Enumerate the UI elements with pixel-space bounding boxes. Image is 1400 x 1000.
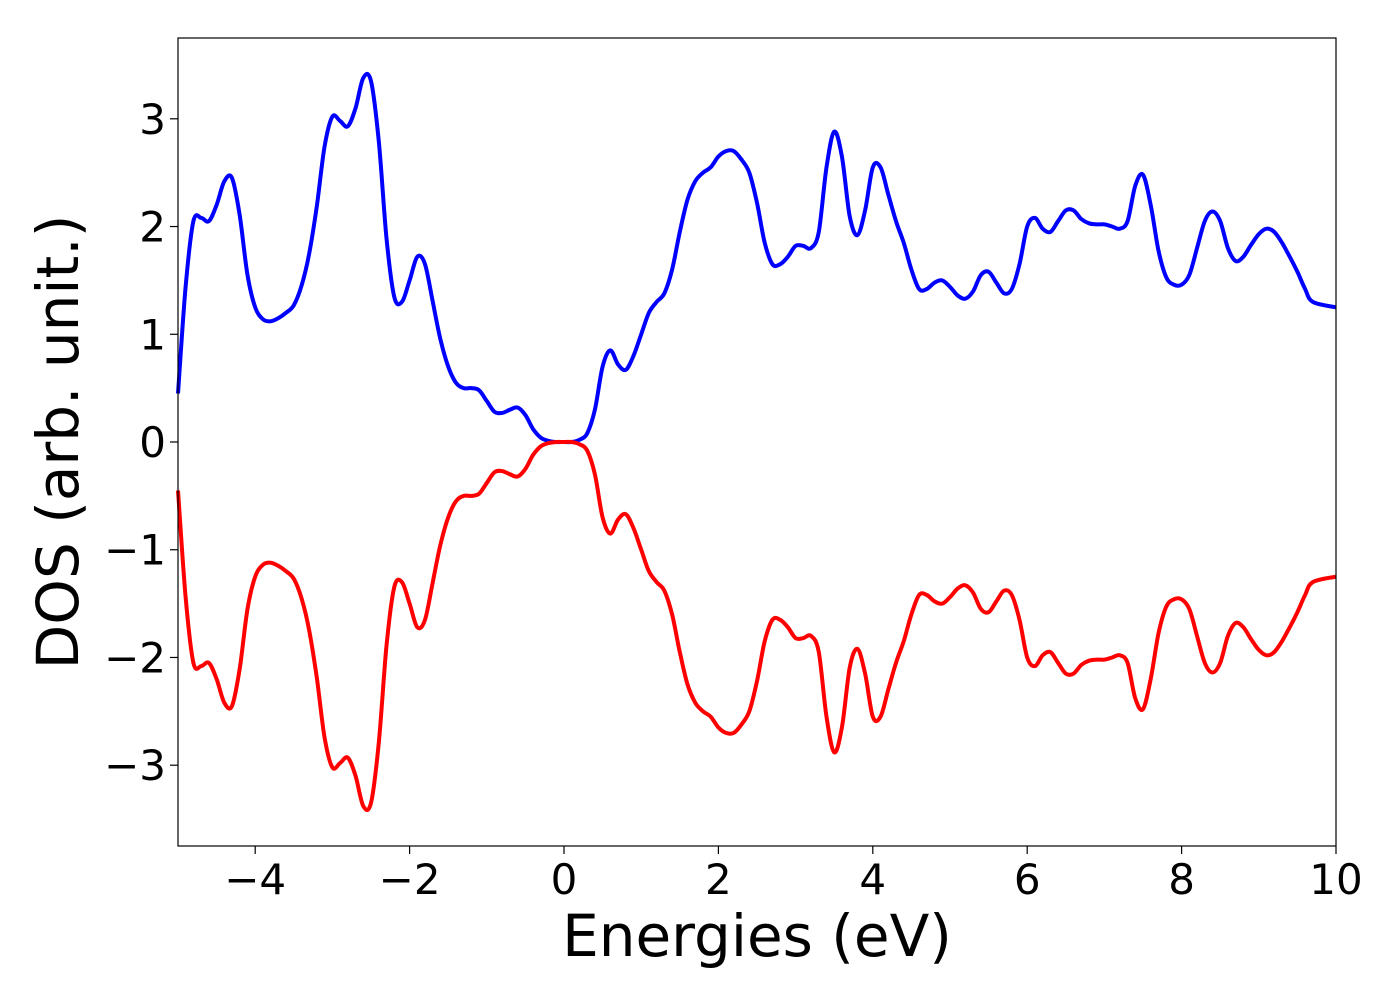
y-tick-label: 3 [139,95,166,144]
series-line-2 [176,439,1337,813]
y-tick-label: 0 [139,418,166,467]
plot-frame [177,37,1337,847]
x-tick-label: −4 [224,855,286,904]
x-tick-label: 10 [1309,855,1362,904]
series-line-1 [176,71,1337,445]
x-tick-label: 2 [705,855,732,904]
y-tick-label: 1 [139,310,166,359]
y-axis-title: DOS (arb. unit.) [24,215,92,670]
x-tick-label: 4 [859,855,886,904]
x-tick-label: 8 [1168,855,1195,904]
x-tick-label: 6 [1014,855,1041,904]
y-tick-label: −1 [104,526,166,575]
series-layer [176,71,1337,813]
y-tick-label: 2 [139,203,166,252]
x-tick-label: −2 [379,855,441,904]
x-axis-title: Energies (eV) [562,902,952,970]
x-tick-label: 0 [551,855,578,904]
ticks-layer: −4 −2 0 2 4 6 8 10 −3 −2 −1 0 1 2 3 [104,95,1363,904]
y-tick-label: −2 [104,633,166,682]
y-tick-label: −3 [104,741,166,790]
